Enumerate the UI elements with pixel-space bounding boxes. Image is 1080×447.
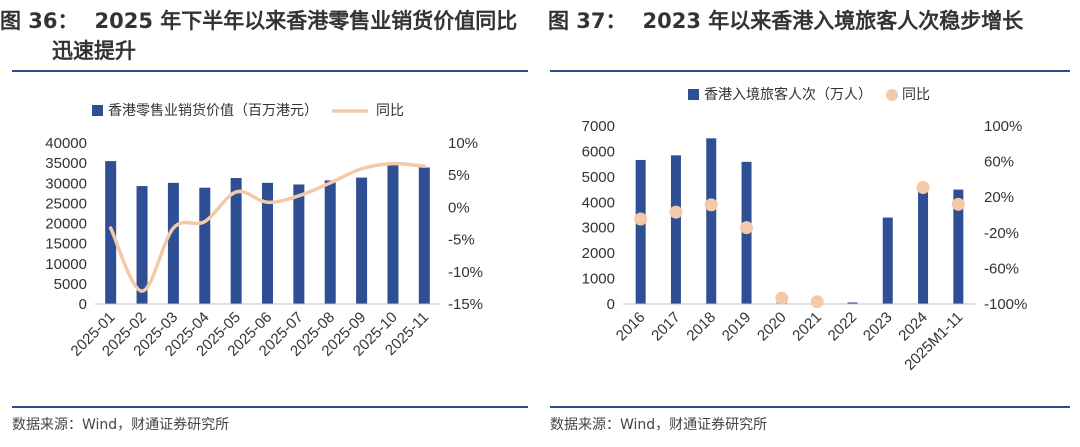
bar-2022 [847, 302, 858, 304]
y-left-tick-label: 7000 [582, 118, 615, 135]
bar-2025-09 [356, 177, 368, 304]
legend-bar-swatch [688, 89, 699, 100]
y-left-tick-label: 5000 [582, 169, 615, 186]
y-left-tick-label: 4000 [582, 194, 615, 211]
figure-36-title: 图 36： 2025 年下半年以来香港零售业销货价值同比 迅速提升 [0, 6, 530, 66]
bar-2017 [670, 155, 681, 304]
bar-2024 [918, 190, 929, 304]
y-right-tick-label: -20% [984, 225, 1019, 242]
y-left-tick-label: 0 [79, 296, 87, 313]
y-right-tick-label: 60% [984, 154, 1014, 171]
figure-37-bottom-rule [550, 406, 1070, 408]
bar-2025-11 [418, 167, 430, 304]
figure-36-source: 数据来源：Wind，财通证券研究所 [12, 417, 230, 433]
visitor-arrivals-chart: 0 1000 2000 3000 4000 5000 6000 7000 -100% -60% -2… [582, 86, 1028, 374]
x-tick-label: 2018 [683, 309, 719, 345]
y-left-tick-label: 6000 [582, 143, 615, 160]
retail-sales-chart: 0 5000 10000 15000 20000 25000 30000 35000 40000… [45, 102, 483, 360]
legend-dot-swatch [886, 89, 898, 101]
bar-2025-06 [262, 182, 273, 304]
y-right-tick-label: 100% [984, 118, 1022, 135]
y-left-tick-label: 3000 [582, 220, 615, 237]
bar-2023 [882, 217, 893, 304]
y-left-tick-label: 20000 [45, 216, 87, 233]
bar-2025-08 [324, 180, 336, 304]
yoy-point-2025M1-11 [951, 197, 965, 211]
legend-bar-label: 香港入境旅客人次（万人） [704, 86, 872, 102]
x-tick-label: 2022 [825, 309, 861, 345]
figure-36-title-line1: 2025 年下半年以来香港零售业销货价值同比 [94, 9, 518, 33]
y-left-tick-label: 40000 [45, 135, 87, 152]
yoy-point-2016 [634, 212, 648, 226]
y-left-tick-label: 35000 [45, 155, 87, 172]
legend-line-label: 同比 [376, 102, 404, 118]
y-left-tick-label: 10000 [45, 256, 87, 273]
y-left-tick-label: 25000 [45, 195, 87, 212]
x-tick-label: 2020 [754, 309, 790, 345]
figure-36-number: 图 36： [0, 9, 79, 33]
bar-2025-01 [105, 161, 117, 304]
legend-bar-label: 香港零售业销货价值（百万港元） [108, 102, 318, 118]
y-right-tick-label: -5% [448, 232, 475, 249]
bar-2025M1-11 [953, 189, 964, 304]
figure-36-top-rule [12, 70, 528, 72]
bar-2025-10 [387, 162, 399, 304]
legend-dot-label: 同比 [902, 86, 930, 102]
yoy-point-2021 [810, 295, 824, 309]
bar-2016 [635, 159, 646, 304]
y-right-tick-label: 0% [448, 199, 470, 216]
bar-2025-03 [167, 182, 179, 304]
y-left-tick-label: 15000 [45, 236, 87, 253]
figure-37-source: 数据来源：Wind，财通证券研究所 [550, 417, 768, 433]
bar-2025-07 [293, 184, 305, 304]
figure-36-bottom-rule [12, 406, 528, 408]
y-right-tick-label: -15% [448, 296, 483, 313]
x-tick-label: 2019 [719, 309, 755, 345]
x-tick-label: 2021 [789, 309, 825, 345]
yoy-point-2020 [775, 291, 789, 305]
y-left-tick-label: 30000 [45, 175, 87, 192]
y-left-tick-label: 5000 [54, 276, 87, 293]
figure-36-title-line2: 迅速提升 [52, 39, 136, 63]
yoy-point-2019 [740, 221, 754, 235]
yoy-point-2024 [916, 180, 930, 194]
figure-37-title-line1: 2023 年以来香港入境旅客人次稳步增长 [642, 9, 1024, 33]
y-right-tick-label: -60% [984, 260, 1019, 277]
y-right-tick-label: 10% [448, 135, 478, 152]
y-right-tick-label: -10% [448, 264, 483, 281]
legend-bar-swatch [92, 105, 103, 116]
bar-2025-05 [230, 178, 242, 304]
bar-2025-02 [136, 186, 148, 304]
figure-37-title: 图 37： 2023 年以来香港入境旅客人次稳步增长 [548, 6, 1078, 36]
figure-37-top-rule [550, 70, 1070, 72]
y-left-tick-label: 2000 [582, 245, 615, 262]
y-right-tick-label: -100% [984, 296, 1027, 313]
y-left-tick-label: 0 [607, 296, 615, 313]
bar-2018 [706, 138, 717, 304]
y-right-tick-label: 20% [984, 189, 1014, 206]
yoy-line [108, 161, 427, 293]
bar-2025-04 [199, 187, 211, 304]
figure-37-number: 图 37： [548, 9, 627, 33]
x-tick-label: 2017 [648, 309, 684, 345]
y-right-tick-label: 5% [448, 167, 470, 184]
x-tick-label: 2016 [613, 309, 649, 345]
yoy-point-2017 [669, 205, 683, 219]
yoy-point-2018 [704, 198, 718, 212]
x-tick-label: 2023 [860, 309, 896, 345]
y-left-tick-label: 1000 [582, 271, 615, 288]
